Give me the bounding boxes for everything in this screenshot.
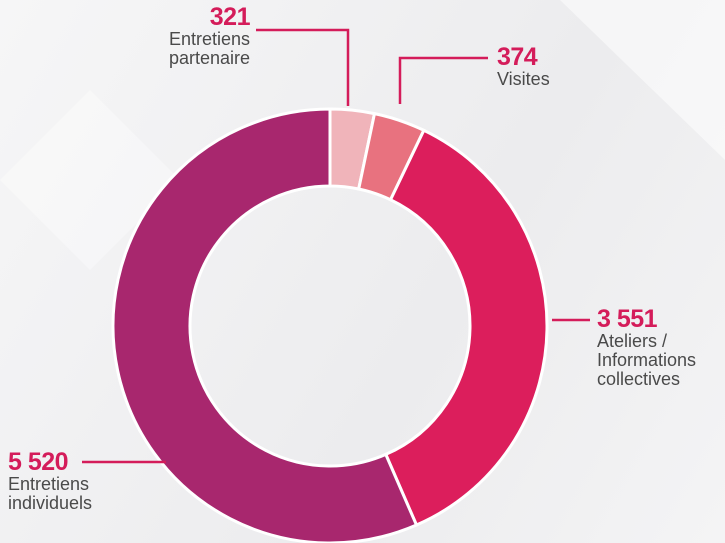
- donut-segment: [383, 128, 549, 528]
- leader-line: [398, 56, 488, 104]
- category-label: Entretiens partenaire: [168, 29, 250, 68]
- value-label: 3 551: [597, 305, 658, 333]
- value-label: 321: [209, 3, 251, 31]
- label: 3 551 Ateliers / Informations collective…: [597, 306, 719, 389]
- leader-line: [256, 28, 350, 106]
- donut: [111, 107, 549, 543]
- label: 374 Visites: [497, 44, 617, 89]
- category-label: Entretiens individuels: [8, 474, 93, 513]
- category-label: Visites: [497, 69, 550, 89]
- value-label: 374: [497, 43, 538, 71]
- label: 321 Entretiens partenaire: [130, 3, 251, 68]
- category-label: Ateliers / Informations collectives: [597, 331, 697, 389]
- leader-lines: [82, 28, 590, 464]
- donut-segment: [111, 107, 419, 543]
- background-shape: [560, 0, 725, 160]
- label: 5 520 Entretiens individuels: [8, 449, 103, 513]
- value-label: 5 520: [8, 448, 69, 476]
- background-shape: [0, 90, 180, 270]
